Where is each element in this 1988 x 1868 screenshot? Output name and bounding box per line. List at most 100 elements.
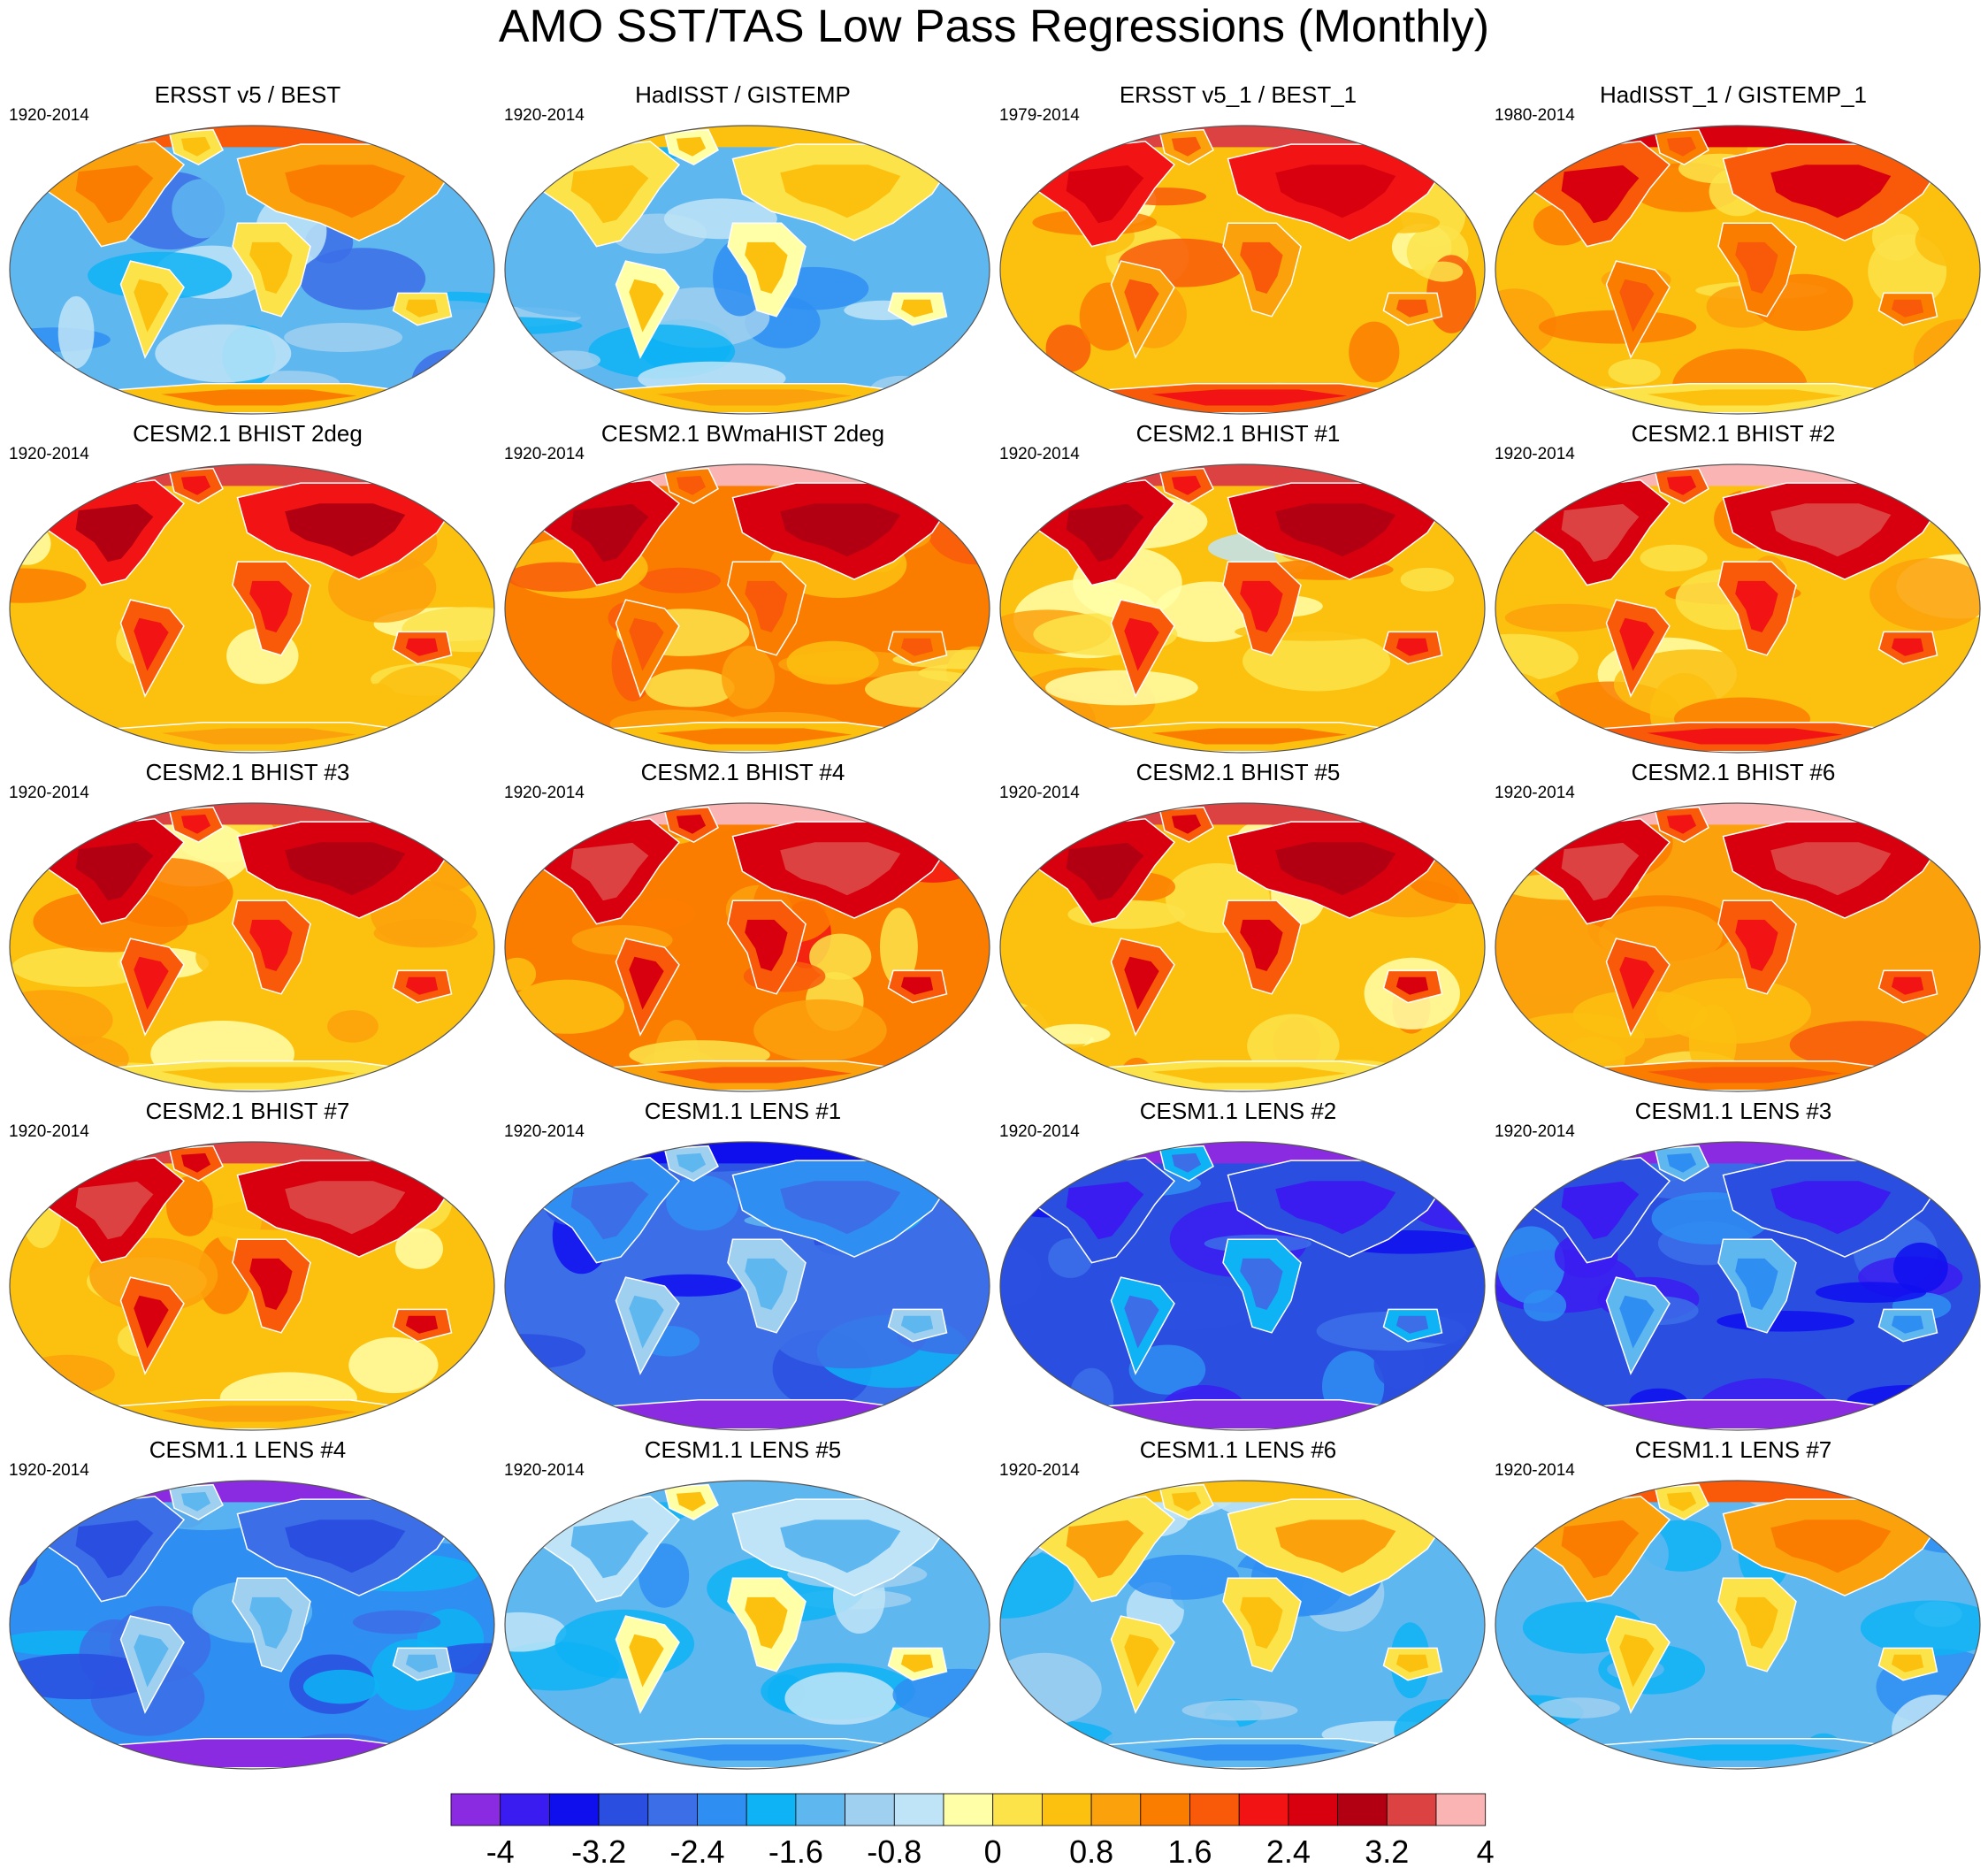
continent-core [1066, 842, 1144, 901]
continent-core [1395, 1654, 1429, 1673]
map-outline [1495, 1141, 1981, 1431]
continent-core [1066, 1181, 1144, 1240]
continent-core [134, 1634, 169, 1688]
field-anomaly [1039, 1023, 1111, 1045]
continent-core [1561, 1520, 1640, 1579]
map-outline [1495, 463, 1981, 754]
continent-core [745, 580, 788, 632]
map-panel: CESM2.1 BWmaHIST 2deg 1920-2014 [495, 420, 990, 756]
field-anomaly [546, 386, 586, 404]
continent-core [1171, 814, 1202, 834]
field-anomaly [172, 179, 233, 239]
continent-core [1151, 728, 1348, 745]
continent-core [1619, 1295, 1655, 1349]
map-panel: CESM2.1 BHIST #3 1920-2014 [0, 759, 495, 1095]
field-anomaly [1126, 1554, 1240, 1600]
continent-core [656, 389, 853, 406]
field-anomaly [1461, 1153, 1485, 1178]
continent-core [1735, 1596, 1778, 1649]
field-anomaly [809, 933, 872, 980]
arctic-band [1000, 1142, 1485, 1164]
arctic-band [1000, 126, 1485, 148]
panel-period: 1920-2014 [9, 445, 89, 463]
continent-core [1770, 503, 1892, 557]
map-outline [1495, 125, 1981, 415]
arctic-band [1495, 803, 1980, 825]
field-anomaly [417, 733, 484, 753]
continent-core [780, 1181, 901, 1235]
field-anomaly [19, 1354, 115, 1395]
panel-period: 1980-2014 [1495, 106, 1575, 125]
field-anomaly [1428, 387, 1485, 414]
field-anomaly [1242, 631, 1391, 692]
colorbar-tick-label: -4 [486, 1834, 515, 1868]
colorbar-swatch [1337, 1793, 1388, 1826]
map-outline [504, 1141, 990, 1431]
panel-title: HadISST_1 / GISTEMP_1 [1599, 81, 1867, 108]
field-anomaly [284, 323, 403, 352]
continent-core [180, 136, 211, 157]
field-anomaly [1128, 1344, 1206, 1395]
arctic-band [1495, 1481, 1980, 1503]
continent-core [75, 503, 154, 563]
field-anomaly [19, 1481, 61, 1519]
continent-core [1666, 475, 1697, 495]
field-anomaly [1069, 1367, 1114, 1427]
panel-title: CESM2.1 BHIST 2deg [133, 420, 363, 447]
map-panel: CESM1.1 LENS #7 1920-2014 [1486, 1436, 1981, 1772]
colorbar-tick-label: -3.2 [571, 1834, 626, 1868]
continent-core [629, 1634, 664, 1688]
continent-core [900, 976, 934, 995]
field-anomaly [638, 1543, 690, 1608]
panel-period: 1920-2014 [1495, 1122, 1575, 1141]
field-anomaly [10, 674, 29, 701]
continent-core [1891, 638, 1924, 656]
field-anomaly [753, 999, 887, 1062]
arctic-band [1000, 464, 1485, 486]
continent-core [656, 1405, 853, 1422]
field-anomaly [1422, 261, 1464, 282]
panel-period: 1920-2014 [9, 1122, 89, 1141]
continent-core [1124, 279, 1159, 333]
field-anomaly [629, 899, 696, 930]
world-map [504, 1141, 990, 1431]
continent-core [1124, 617, 1159, 671]
field-anomaly [937, 1732, 977, 1769]
map-outline [1495, 802, 1981, 1092]
field-anomaly [1082, 1041, 1202, 1062]
arctic-band [1495, 1142, 1980, 1164]
world-map [504, 125, 990, 415]
panel-title: CESM2.1 BWmaHIST 2deg [600, 420, 885, 447]
continent-core [1647, 1067, 1843, 1083]
continent-core [1619, 1634, 1655, 1688]
continent-core [570, 1520, 649, 1579]
arctic-band [505, 1142, 990, 1164]
continent-core [1395, 638, 1429, 656]
map-panel: CESM2.1 BHIST 2deg 1920-2014 [0, 420, 495, 756]
continent-core [900, 1315, 934, 1334]
continent-core [1275, 1520, 1396, 1573]
continent-core [161, 1067, 357, 1083]
continent-core [1124, 1634, 1159, 1688]
continent-core [1891, 299, 1924, 318]
panel-title: CESM1.1 LENS #4 [149, 1436, 347, 1463]
arctic-band [10, 126, 494, 148]
world-map [1495, 1141, 1981, 1431]
continent-core [1647, 389, 1843, 406]
field-anomaly [666, 1175, 739, 1231]
map-outline [9, 125, 495, 415]
world-map [1495, 463, 1981, 754]
continent-core [1395, 1315, 1429, 1334]
continent-core [900, 299, 934, 318]
colorbar-swatch [1435, 1793, 1487, 1826]
field-anomaly [327, 1010, 378, 1043]
continent-core [1395, 299, 1429, 318]
continent-core [676, 475, 707, 495]
field-anomaly [1045, 325, 1091, 373]
continent-core [1891, 1315, 1924, 1334]
arctic-band [505, 464, 990, 486]
continent-core [1240, 919, 1283, 971]
field-anomaly [644, 669, 735, 708]
continent-core [1619, 279, 1655, 333]
field-anomaly [1000, 1408, 1138, 1430]
